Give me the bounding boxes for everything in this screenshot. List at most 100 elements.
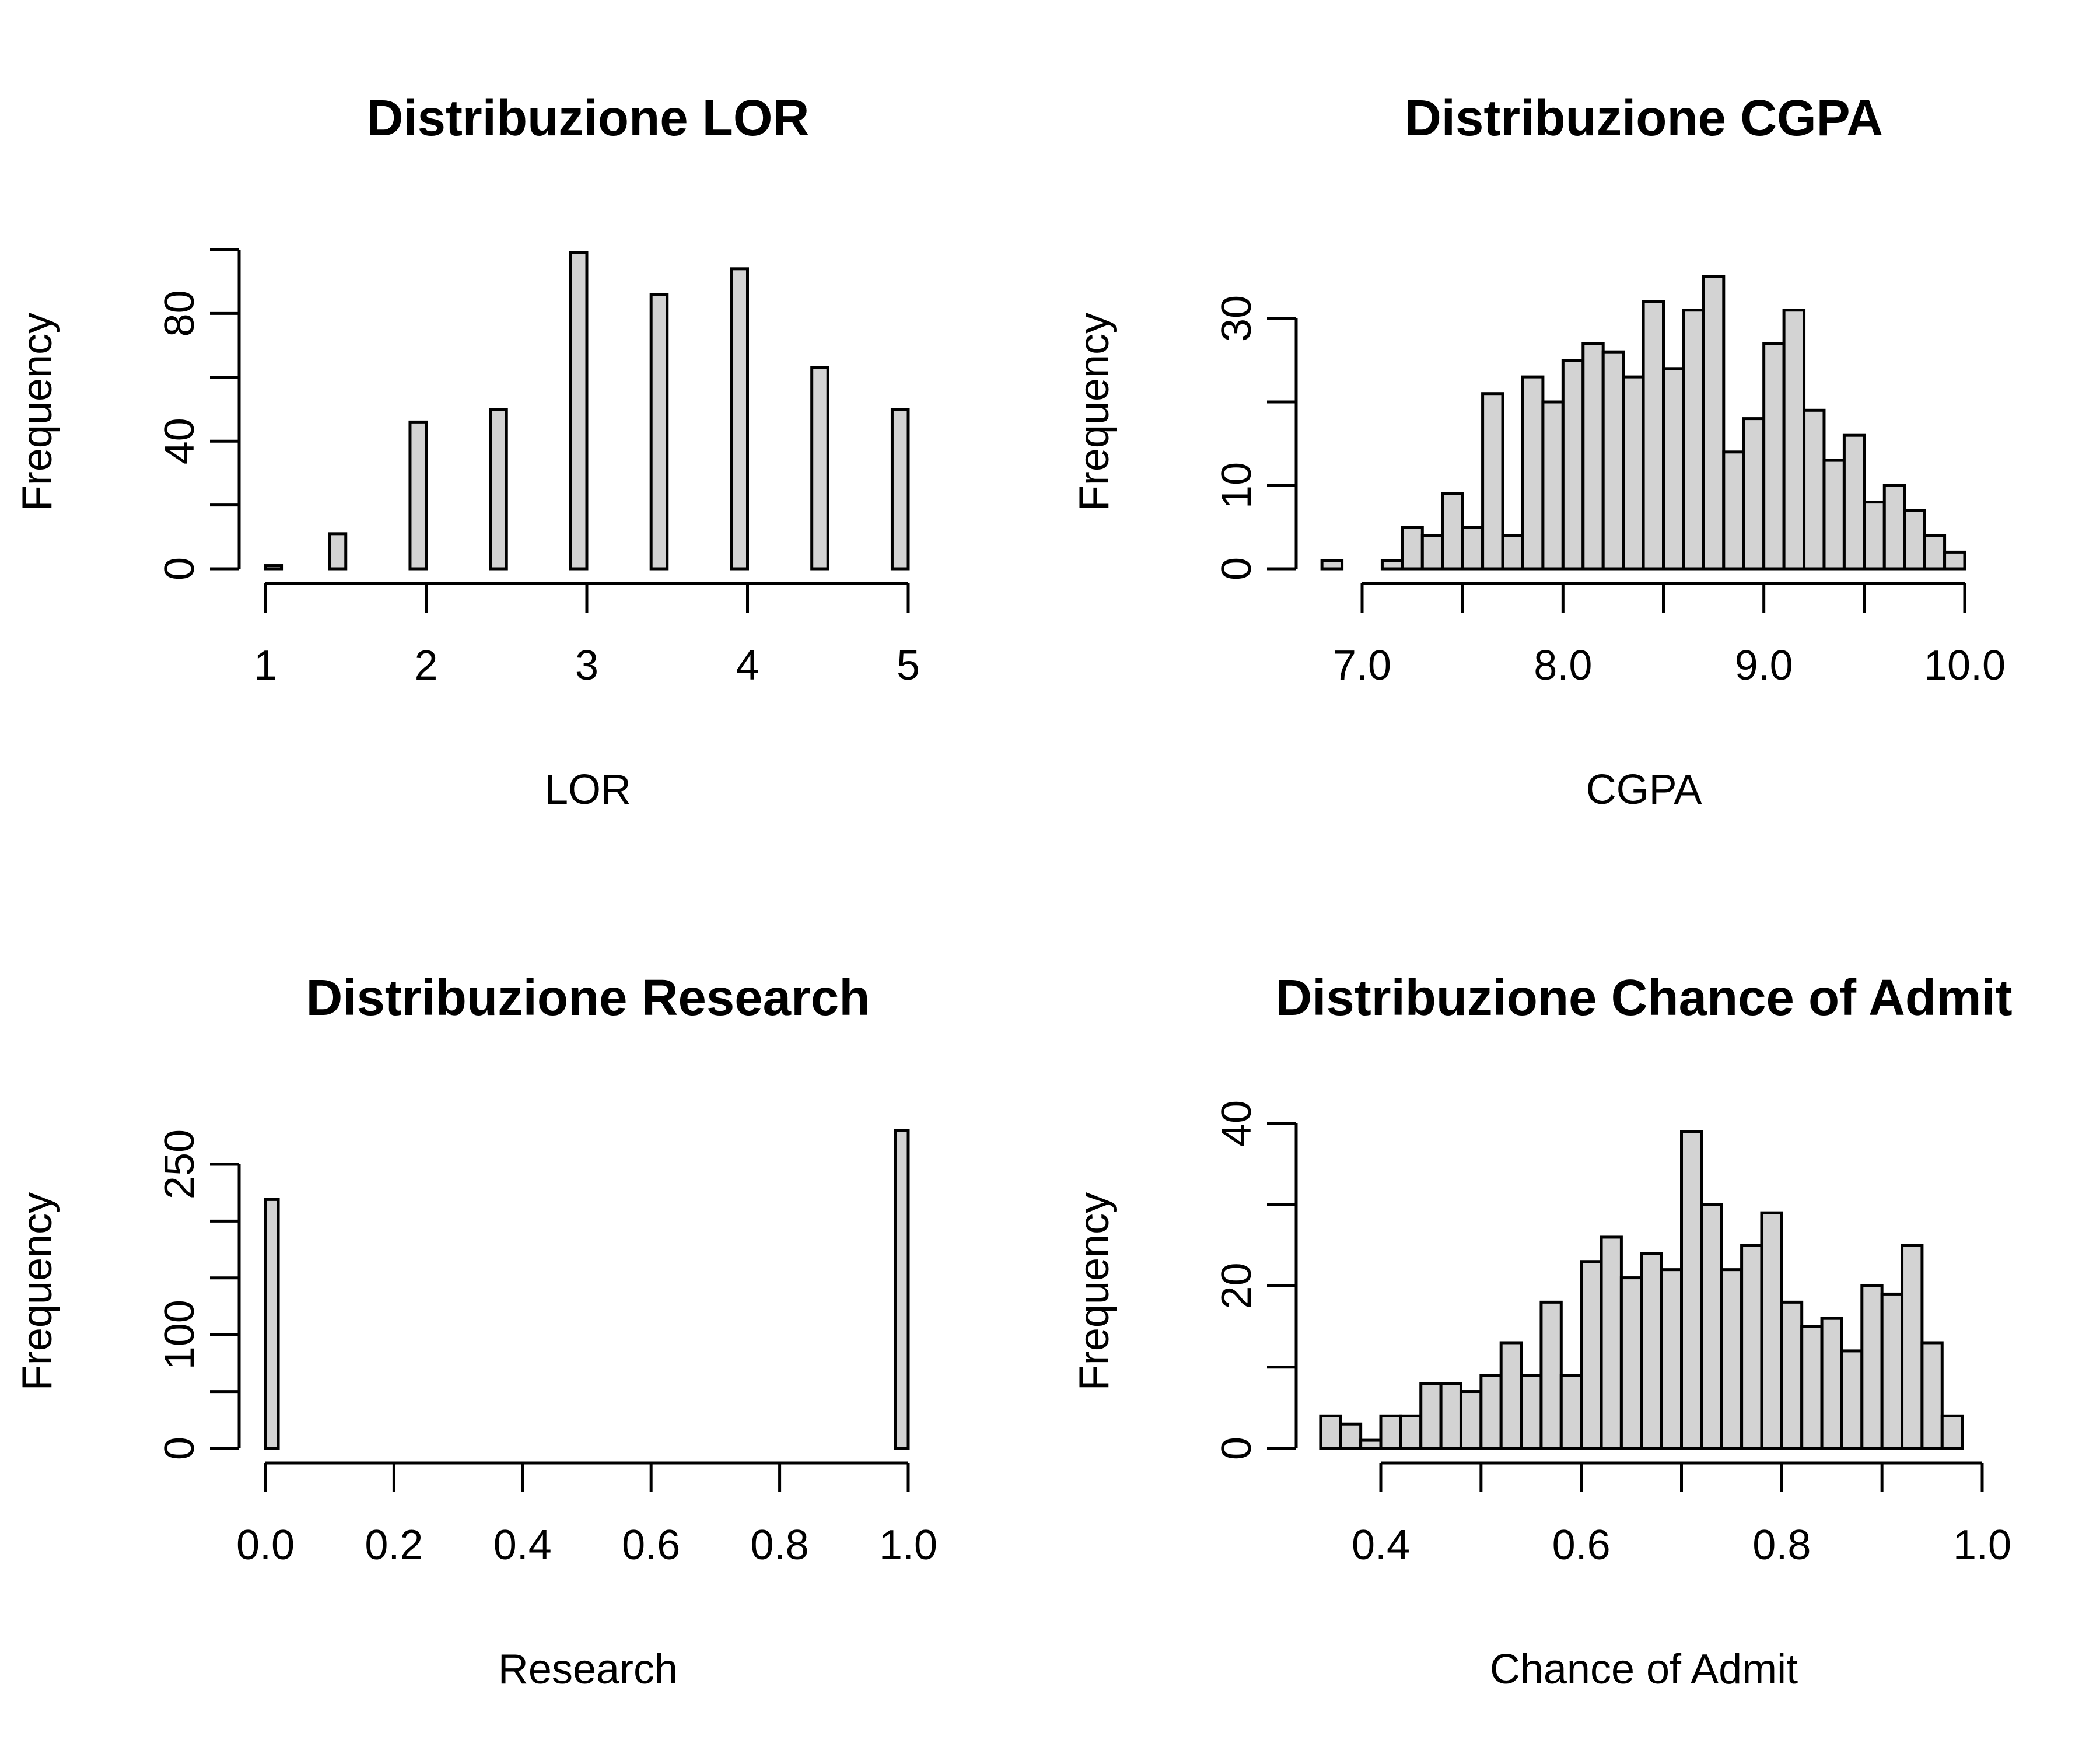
lor-bar: [569, 251, 589, 570]
cgpa-bar: [1943, 550, 1966, 570]
chance-bar: [1840, 1349, 1864, 1450]
panel-chance-x-axis: 0.4 0.6 0.8 1.0: [1352, 1461, 2011, 1569]
cgpa-bar: [1782, 309, 1806, 570]
panel-cgpa-x-axis: 7.0 8.0 9.0 10.0: [1333, 582, 2006, 689]
chance-x-tick-label: 0.8: [1752, 1522, 1811, 1569]
cgpa-y-tick-label: 30: [1213, 295, 1260, 342]
chance-bar: [1359, 1438, 1382, 1450]
panel-lor-xlabel: LOR: [545, 766, 631, 813]
cgpa-bar: [1441, 492, 1464, 570]
chance-bar: [1920, 1341, 1944, 1450]
research-y-tick-label: 250: [156, 1129, 203, 1199]
cgpa-x-tick-label: 8.0: [1534, 642, 1592, 689]
cgpa-bar: [1702, 275, 1726, 570]
panel-lor-title: Distribuzione LOR: [367, 90, 810, 146]
cgpa-bar: [1762, 342, 1786, 570]
lor-y-tick-label: 0: [156, 557, 203, 580]
panel-research-title: Distribuzione Research: [306, 970, 870, 1026]
cgpa-bar: [1662, 367, 1685, 570]
lor-bar: [730, 267, 749, 570]
panel-chance-y-axis: 0 20 40: [1213, 1100, 1298, 1460]
chance-bar: [1520, 1374, 1543, 1450]
lor-bar: [810, 366, 830, 570]
lor-bar: [408, 420, 428, 570]
panel-research-xlabel: Research: [498, 1646, 678, 1693]
panel-cgpa-title: Distribuzione CGPA: [1405, 90, 1883, 146]
lor-bar: [264, 564, 284, 570]
panel-lor-x-axis: 1 2 3 4 5: [254, 582, 920, 689]
panel-chance-ylabel: Frequency: [1071, 1192, 1118, 1391]
chance-bar: [1740, 1244, 1763, 1450]
cgpa-bar: [1380, 559, 1404, 570]
panel-lor: Distribuzione LOR LOR Frequency 1 2 3 4 5 0 4…: [14, 90, 920, 813]
panel-research: Distribuzione Research Research Frequenc…: [14, 970, 937, 1693]
research-x-tick-label: 0.2: [365, 1522, 423, 1569]
research-x-tick-label: 0.4: [494, 1522, 552, 1569]
cgpa-x-tick-label: 7.0: [1333, 642, 1391, 689]
chance-bar: [1399, 1414, 1423, 1450]
chance-bar: [1439, 1382, 1462, 1450]
cgpa-bar: [1863, 501, 1886, 570]
chance-bar: [1901, 1244, 1924, 1450]
chance-bar: [1379, 1414, 1402, 1450]
cgpa-bar: [1420, 534, 1444, 570]
cgpa-bar: [1682, 309, 1705, 570]
panel-lor-bars: [264, 251, 910, 570]
cgpa-bar: [1923, 534, 1947, 570]
chance-bar: [1339, 1422, 1363, 1450]
cgpa-bar: [1561, 359, 1585, 570]
chance-bar: [1499, 1341, 1523, 1450]
chance-y-tick-label: 20: [1213, 1262, 1260, 1309]
lor-x-tick-label: 4: [736, 642, 759, 689]
chance-bar: [1860, 1284, 1884, 1450]
chance-bar: [1640, 1252, 1663, 1450]
chance-bar: [1319, 1414, 1342, 1450]
cgpa-bar: [1803, 408, 1826, 570]
panel-lor-y-axis: 0 40 80: [156, 248, 241, 580]
panel-research-bars: [264, 1129, 910, 1450]
panel-research-x-axis: 0.0 0.2 0.4 0.6 0.8 1.0: [236, 1461, 937, 1569]
cgpa-bar: [1481, 392, 1504, 570]
panel-cgpa-y-axis: 0 10 30: [1213, 295, 1298, 580]
panel-chance-xlabel: Chance of Admit: [1490, 1646, 1798, 1693]
chance-bar: [1880, 1292, 1904, 1450]
cgpa-bar: [1882, 484, 1906, 570]
chance-bar: [1459, 1390, 1483, 1450]
chance-x-tick-label: 0.4: [1352, 1522, 1410, 1569]
lor-x-tick-label: 1: [254, 642, 277, 689]
chance-x-tick-label: 0.6: [1552, 1522, 1611, 1569]
cgpa-x-tick-label: 9.0: [1735, 642, 1793, 689]
panel-lor-ylabel: Frequency: [14, 313, 61, 511]
chance-x-tick-label: 1.0: [1953, 1522, 2011, 1569]
panel-cgpa-ylabel: Frequency: [1071, 313, 1118, 511]
research-x-tick-label: 0.6: [622, 1522, 680, 1569]
cgpa-bar: [1601, 350, 1625, 570]
chance-bar: [1820, 1317, 1843, 1450]
chance-bar: [1539, 1300, 1563, 1450]
cgpa-bar: [1401, 526, 1424, 570]
research-bar: [264, 1198, 280, 1450]
chance-bar: [1479, 1374, 1503, 1450]
panel-cgpa-bars: [1320, 275, 1966, 570]
chance-bar: [1559, 1374, 1583, 1450]
lor-bar: [649, 293, 669, 570]
panel-research-y-axis: 0 100 250: [156, 1129, 241, 1460]
cgpa-bar: [1722, 450, 1745, 570]
research-bar: [894, 1129, 910, 1450]
lor-bar: [890, 408, 910, 570]
cgpa-bar: [1581, 342, 1605, 570]
cgpa-bar: [1541, 400, 1564, 570]
lor-x-tick-label: 3: [575, 642, 598, 689]
chance-y-tick-label: 0: [1213, 1437, 1260, 1460]
lor-x-tick-label: 5: [897, 642, 920, 689]
chance-bar: [1700, 1203, 1723, 1450]
cgpa-bar: [1622, 375, 1645, 570]
cgpa-bar: [1842, 433, 1866, 570]
research-y-tick-label: 100: [156, 1300, 203, 1370]
chance-bar: [1600, 1236, 1623, 1450]
research-x-tick-label: 0.8: [751, 1522, 809, 1569]
chance-bar: [1419, 1382, 1443, 1450]
lor-bar: [489, 408, 508, 570]
panel-chance-title: Distribuzione Chance of Admit: [1275, 970, 2012, 1026]
